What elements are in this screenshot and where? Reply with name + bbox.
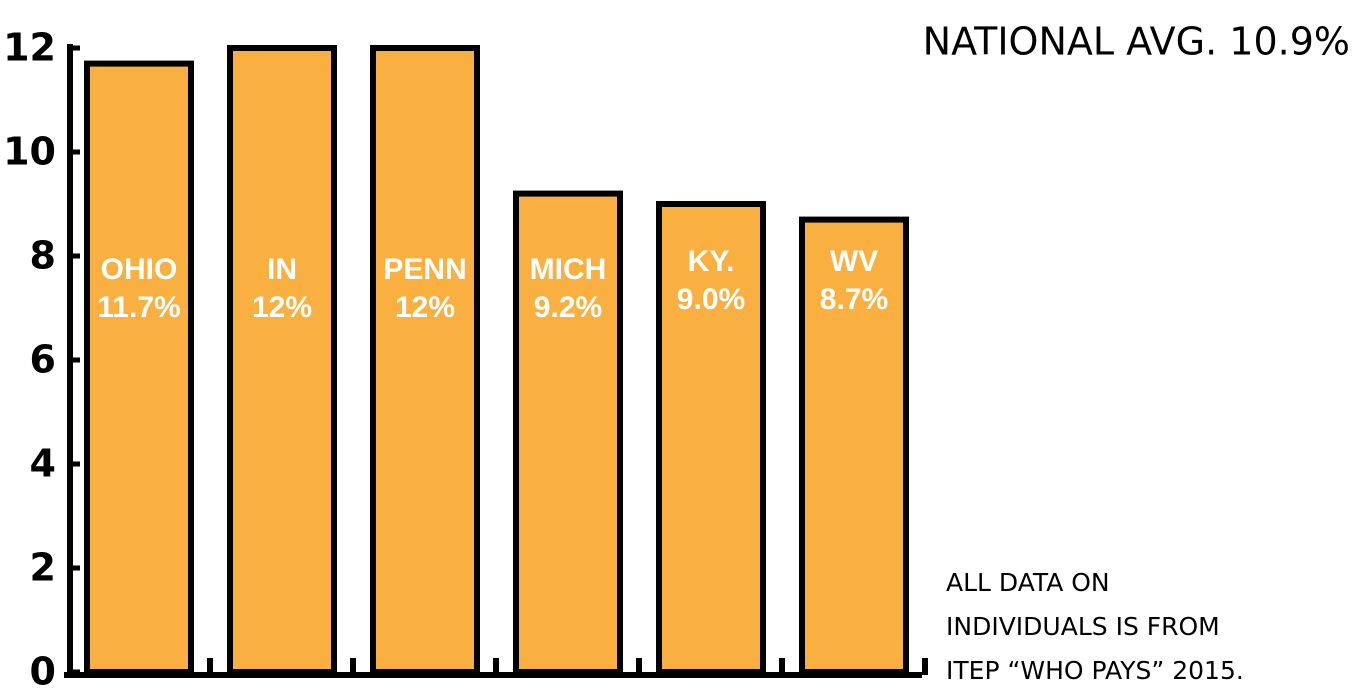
bar-value-label: 8.7% bbox=[820, 283, 888, 316]
annotation: NATIONAL AVG. 10.9% bbox=[923, 20, 1350, 64]
bar bbox=[799, 216, 909, 675]
y-tick-label: 0 bbox=[30, 650, 56, 688]
bar-value-label: 9.0% bbox=[677, 283, 745, 316]
bar bbox=[227, 45, 337, 675]
bar bbox=[656, 201, 766, 675]
bar-value-label: 9.2% bbox=[534, 291, 602, 324]
bar-category-label: KY. bbox=[688, 245, 735, 278]
bar bbox=[513, 190, 623, 675]
source-note: ITEP “WHO PAYS” 2015. bbox=[946, 656, 1244, 685]
source-note: INDIVIDUALS IS FROM bbox=[946, 612, 1220, 641]
bar-value-label: 12% bbox=[252, 291, 312, 324]
bar-category-label: WV bbox=[830, 245, 878, 278]
y-tick-label: 12 bbox=[3, 26, 56, 70]
bar-category-label: IN bbox=[267, 253, 297, 286]
y-tick-label: 10 bbox=[3, 130, 56, 174]
bar-category-label: MICH bbox=[530, 253, 607, 286]
bar bbox=[84, 60, 194, 676]
bar-category-label: OHIO bbox=[101, 253, 178, 286]
source-note: ALL DATA ON bbox=[946, 568, 1110, 597]
y-tick-label: 6 bbox=[30, 338, 56, 382]
bar-value-label: 12% bbox=[395, 291, 455, 324]
y-tick-label: 8 bbox=[30, 234, 56, 278]
bar-category-label: PENN bbox=[383, 253, 466, 286]
y-tick-label: 4 bbox=[30, 442, 56, 486]
y-tick-label: 2 bbox=[30, 546, 56, 590]
bar bbox=[370, 45, 480, 675]
bar-value-label: 11.7% bbox=[97, 291, 180, 324]
